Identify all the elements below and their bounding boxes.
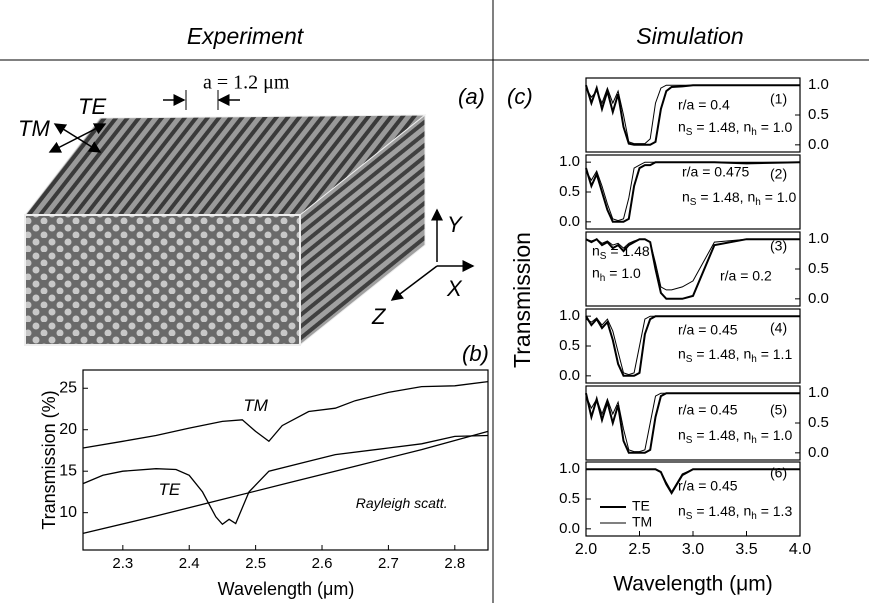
x-tick-label: 3.5 [735, 541, 757, 558]
y-tick-label: 0.0 [559, 213, 580, 230]
panel-label: (6) [770, 465, 787, 481]
y-tick-label: 10 [59, 504, 77, 521]
annotation: nS = 1.48, nh = 1.0 [678, 119, 792, 138]
x-axis-label: Wavelength (μm) [613, 573, 773, 596]
annotation: r/a = 0.45 [678, 322, 738, 338]
y-tick-label: 0.5 [808, 414, 829, 431]
series-line [585, 315, 800, 376]
series-line [585, 84, 800, 145]
x-tick-label: 4.0 [789, 541, 811, 558]
y-tick-label: 1.0 [808, 384, 829, 401]
y-tick-label: 1.0 [559, 153, 580, 170]
annotation: r/a = 0.4 [678, 97, 730, 113]
annotation: r/a = 0.475 [682, 164, 750, 180]
polarization-label: TE [78, 94, 106, 119]
x-tick-label: 2.8 [444, 555, 465, 572]
series-line [82, 380, 489, 449]
y-tick-label: 0.5 [559, 337, 580, 354]
legend-label: TE [632, 498, 650, 514]
y-axis-label: Transmission (%) [39, 390, 59, 529]
panel-label: (1) [770, 91, 787, 107]
series-line [82, 434, 489, 526]
series-label: TM [243, 396, 268, 415]
x-tick-label: 2.3 [112, 555, 133, 572]
y-tick-label: 0.0 [559, 520, 580, 537]
y-tick-label: 0.5 [559, 183, 580, 200]
panel-label: (5) [770, 402, 787, 418]
y-tick-label: 0.0 [559, 367, 580, 384]
y-tick-label: 0.5 [808, 106, 829, 123]
axes-frame [585, 461, 801, 537]
series-label: Rayleigh scatt. [356, 495, 448, 511]
photonic-crystal-block [23, 113, 427, 347]
series-line [585, 84, 800, 146]
y-tick-label: 25 [59, 379, 77, 396]
series-line [82, 430, 489, 535]
annotation: nS = 1.48 [592, 243, 650, 262]
y-tick-label: 1.0 [559, 307, 580, 324]
polarization-arrow [53, 123, 102, 153]
panel-label: (2) [770, 166, 787, 182]
y-tick-label: 0.5 [808, 260, 829, 277]
axes-frame [585, 385, 801, 461]
x-axis-label: Wavelength (μm) [218, 579, 355, 599]
annotation: r/a = 0.2 [720, 268, 772, 284]
header: Experiment [187, 23, 305, 49]
annotation: r/a = 0.45 [678, 402, 738, 418]
axis-letter: Z [371, 304, 387, 329]
series-line [585, 161, 800, 222]
panel-label: (4) [770, 320, 787, 336]
x-tick-label: 2.0 [575, 541, 597, 558]
series-line [585, 238, 800, 291]
x-tick-label: 2.5 [245, 555, 266, 572]
x-tick-label: 2.6 [312, 555, 333, 572]
axes-frame [82, 369, 489, 551]
y-tick-label: 0.0 [808, 290, 829, 307]
annotation: r/a = 0.45 [678, 478, 738, 494]
panel-label: (a) [458, 84, 485, 109]
y-tick-label: 20 [59, 421, 77, 438]
annotation: nh = 1.0 [592, 265, 641, 284]
y-tick-label: 0.0 [808, 136, 829, 153]
polarization-label: TM [18, 116, 50, 141]
annotation: nS = 1.48, nh = 1.1 [678, 346, 792, 365]
annotation: nS = 1.48, nh = 1.3 [678, 503, 792, 522]
x-tick-label: 2.7 [378, 555, 399, 572]
series-line [586, 468, 800, 493]
y-tick-label: 1.0 [559, 460, 580, 477]
x-tick-label: 2.5 [628, 541, 650, 558]
y-tick-label: 0.0 [808, 444, 829, 461]
y-tick-label: 1.0 [808, 76, 829, 93]
series-label: TE [158, 480, 180, 499]
header: Simulation [636, 23, 743, 49]
axis-letter: X [446, 276, 463, 301]
y-tick-label: 15 [59, 462, 77, 479]
x-tick-label: 3.0 [682, 541, 704, 558]
annotation: nS = 1.48, nh = 1.0 [682, 189, 796, 208]
legend-label: TM [632, 514, 652, 530]
annotation: nS = 1.48, nh = 1.0 [678, 427, 792, 446]
x-tick-label: 2.4 [179, 555, 200, 572]
panel-label: (3) [770, 238, 787, 254]
axis-arrow [390, 265, 438, 301]
axis-letter: Y [447, 212, 463, 237]
series-line [585, 392, 800, 453]
panel-label: (c) [507, 84, 533, 109]
y-axis-label: Transmission [509, 232, 535, 368]
y-tick-label: 1.0 [808, 230, 829, 247]
axes-frame [585, 77, 801, 153]
lattice-constant: a = 1.2 μm [203, 72, 290, 94]
panel-label: (b) [462, 341, 489, 366]
y-tick-label: 0.5 [559, 490, 580, 507]
